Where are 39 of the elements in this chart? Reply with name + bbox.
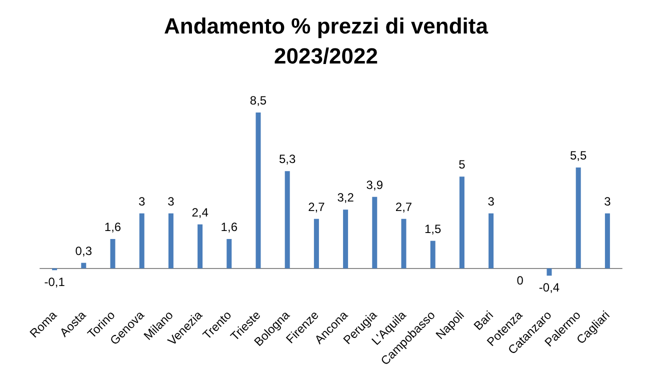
data-label: 5,5 [570, 148, 588, 162]
data-label: 1,5 [424, 222, 442, 236]
data-label: 2,7 [395, 200, 412, 214]
data-label: 3,2 [337, 190, 354, 205]
data-label: 2,4 [192, 205, 209, 220]
bar [372, 196, 378, 268]
bar [604, 213, 610, 268]
bar [459, 176, 464, 268]
data-label: -0,4 [538, 280, 560, 295]
data-label: 3 [604, 194, 612, 208]
data-label: 1,6 [104, 220, 122, 234]
bar [576, 168, 581, 268]
data-label: 0,3 [75, 244, 92, 258]
bar [488, 213, 494, 268]
bar [256, 112, 261, 268]
data-label: 0 [516, 273, 524, 288]
bar [81, 262, 86, 268]
bar [343, 210, 348, 268]
bar [430, 240, 436, 268]
data-label: 3 [168, 194, 175, 208]
data-label: 2,7 [308, 200, 326, 214]
chart-title: Andamento % prezzi di vendita 2023/2022 [164, 14, 489, 68]
bar [401, 218, 406, 268]
data-label: 3 [488, 194, 495, 208]
bar [168, 213, 174, 268]
bar [110, 239, 116, 268]
bar [226, 239, 232, 268]
bar [284, 171, 290, 268]
data-label: 3,9 [366, 178, 384, 192]
bar [546, 268, 552, 276]
data-label: 1,6 [220, 220, 238, 234]
data-label: 8,5 [250, 94, 267, 108]
data-label: 3 [138, 194, 146, 208]
bar [314, 218, 319, 268]
data-label: 5 [458, 158, 466, 172]
data-label: 5,3 [279, 152, 296, 166]
data-label: -0,1 [44, 275, 66, 290]
bar [139, 213, 144, 268]
bar [198, 224, 203, 268]
